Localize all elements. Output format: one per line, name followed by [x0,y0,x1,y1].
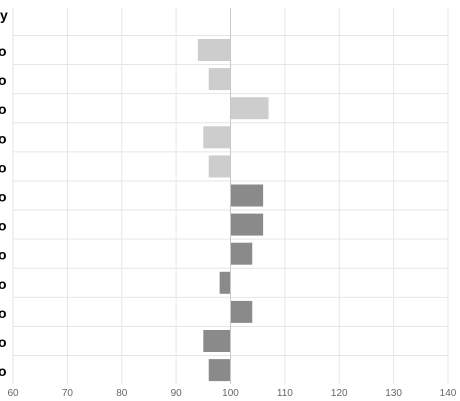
category-label: o [0,276,7,292]
bars [197,39,269,382]
category-label: o [0,159,7,175]
bar [197,39,231,61]
x-tick-label: 70 [62,388,74,399]
category-label: o [0,189,7,205]
bar [208,155,231,178]
category-label: o [0,43,7,59]
category-label: o [0,334,7,350]
bar [230,97,269,120]
x-tick-label: 90 [171,388,183,399]
category-label: o [0,101,7,117]
bar [203,126,231,149]
bar [203,330,231,352]
category-label: o [0,130,7,146]
x-tick-label: 120 [331,388,348,399]
x-tick-label: 130 [385,388,402,399]
bar [230,184,264,207]
bar [219,271,231,294]
bar [230,213,264,236]
bar [208,359,231,382]
category-label: o [0,363,7,379]
x-tick-label: 100 [222,388,239,399]
top-clipped-label: y [0,7,8,23]
x-tick-label: 140 [440,388,457,399]
category-label: o [0,305,7,321]
bar [208,68,231,91]
category-label: o [0,72,7,88]
bar [230,242,253,265]
x-tick-label: 60 [7,388,19,399]
x-tick-label: 110 [277,388,293,399]
category-label: o [0,218,7,234]
category-label: o [0,247,7,263]
bar [230,300,253,323]
x-tick-label: 80 [116,388,128,399]
x-axis-ticks: 60 70 80 90 100 110 120 130 140 [7,388,456,399]
